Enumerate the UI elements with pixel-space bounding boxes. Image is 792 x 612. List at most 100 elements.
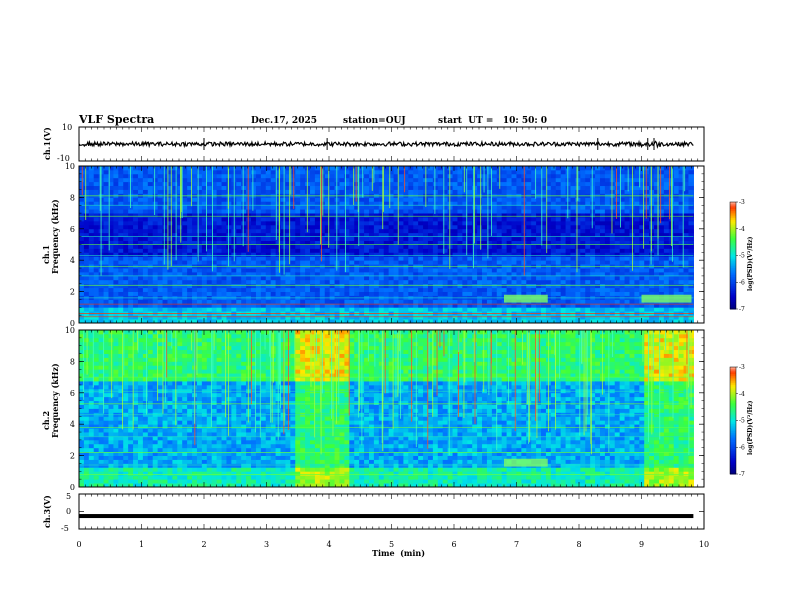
spectrogram-cell [349, 213, 355, 218]
spectrogram-cell [118, 236, 124, 241]
spectrogram-cell [157, 252, 164, 257]
spectrogram-cell [560, 166, 567, 171]
spectrogram-cell [496, 224, 503, 230]
spectrogram-cell [275, 248, 282, 253]
spectrogram-cell [595, 236, 601, 241]
spectrogram-cell [373, 268, 380, 273]
spectrogram-cell [167, 244, 173, 249]
spectrogram-cell [378, 240, 385, 245]
spectrogram-cell [477, 166, 483, 171]
spectrogram-cell [280, 169, 287, 175]
spectrogram-cell [133, 271, 139, 277]
spectrogram-cell [644, 256, 650, 261]
spectrogram-cell [162, 213, 169, 218]
spectrogram-cell [491, 303, 498, 308]
spectrogram-cell [570, 287, 577, 292]
spectrogram-cell [688, 244, 694, 249]
spectrogram-cell [192, 220, 198, 226]
spectrogram-cell [403, 166, 409, 171]
spectrogram-cell [619, 268, 626, 273]
spectrogram-cell [418, 287, 424, 292]
spectrogram-cell [595, 169, 601, 175]
spectrogram-cell [575, 213, 581, 218]
spectrogram-cell [599, 224, 606, 230]
spectrogram-cell [531, 260, 537, 265]
spectrogram-cell [432, 169, 439, 175]
spectrogram-cell [629, 291, 635, 296]
spectrogram-cell [196, 244, 203, 249]
spectrogram-cell [634, 279, 640, 285]
spectrogram-cell [516, 268, 522, 273]
spectrogram-cell [354, 252, 360, 257]
spectrogram-cell [310, 240, 316, 245]
spectrogram-cell [541, 217, 547, 222]
spectrogram-cell [634, 217, 640, 222]
spectrogram-cell [654, 232, 660, 238]
spectrogram-cell [418, 177, 424, 183]
spectrogram-cell [550, 236, 557, 241]
spectrogram-cell [560, 224, 567, 230]
spectrogram-cell [388, 169, 395, 175]
spectrogram-cell [654, 256, 660, 261]
spectrogram-cell [285, 236, 291, 241]
spectrogram-cell [118, 213, 124, 218]
spectrogram-cell [541, 173, 547, 179]
spectrogram-cell [536, 220, 542, 226]
spectrogram-cell [172, 283, 178, 289]
spectrogram-cell [123, 217, 129, 222]
spectrogram-cell [393, 256, 400, 261]
spectrogram-cell [590, 315, 596, 320]
spectrogram-cell [599, 220, 606, 226]
spectrogram-cell [663, 189, 670, 194]
spectrogram-cell [324, 303, 331, 308]
spectrogram-cell [639, 177, 645, 183]
spectrogram-cell [511, 166, 518, 171]
spectrogram-cell [270, 291, 277, 296]
spectrogram-cell [663, 240, 670, 245]
spectrogram-cell [305, 275, 311, 281]
spectrogram-cell [491, 189, 498, 194]
spectrogram-cell [113, 213, 119, 218]
spectrogram-cell [467, 287, 473, 292]
spectrogram-cell [683, 228, 690, 234]
spectrogram-cell [349, 173, 355, 179]
spectrogram-cell [314, 248, 321, 253]
spectrogram-cell [457, 252, 463, 257]
spectrogram-cell [536, 205, 542, 210]
spectrogram-cell [649, 240, 655, 245]
spectrogram-cell [629, 315, 635, 320]
spectrogram-cell [580, 236, 586, 241]
spectrogram-cell [349, 260, 355, 265]
spectrogram-cell [654, 283, 660, 289]
spectrogram-cell [634, 319, 640, 324]
spectrogram-cell [98, 275, 105, 281]
spectrogram-cell [221, 271, 228, 277]
spectrogram-cell [187, 217, 193, 222]
spectrogram-cell [545, 220, 552, 226]
spectrogram-cell [147, 256, 154, 261]
spectrogram-cell [658, 287, 665, 292]
spectrogram-cell [491, 291, 498, 296]
spectrogram-cell [599, 287, 606, 292]
spectrogram-cell [580, 244, 586, 249]
spectrogram-cell [560, 213, 567, 218]
spectrogram-cell [162, 256, 169, 261]
spectrogram-cell [541, 169, 547, 175]
spectrogram-cell [496, 209, 503, 214]
spectrogram-cell [388, 220, 395, 226]
spectrogram-cell [236, 260, 242, 265]
spectrogram-cell [236, 275, 242, 281]
spectrogram-cell [260, 240, 267, 245]
spectrogram-cell [511, 287, 518, 292]
spectrogram-cell [314, 283, 321, 289]
spectrogram-cell [123, 252, 129, 257]
spectrogram-cell [133, 299, 139, 304]
spectrogram-cell [442, 205, 449, 210]
spectrogram-cell [147, 173, 154, 179]
spectrogram-cell [187, 201, 193, 206]
spectrogram-cell [531, 209, 537, 214]
spectrogram-cell [683, 315, 690, 320]
spectrogram-cell [270, 166, 277, 171]
spectrogram-cell [462, 299, 468, 304]
spectrogram-cell [683, 319, 690, 324]
